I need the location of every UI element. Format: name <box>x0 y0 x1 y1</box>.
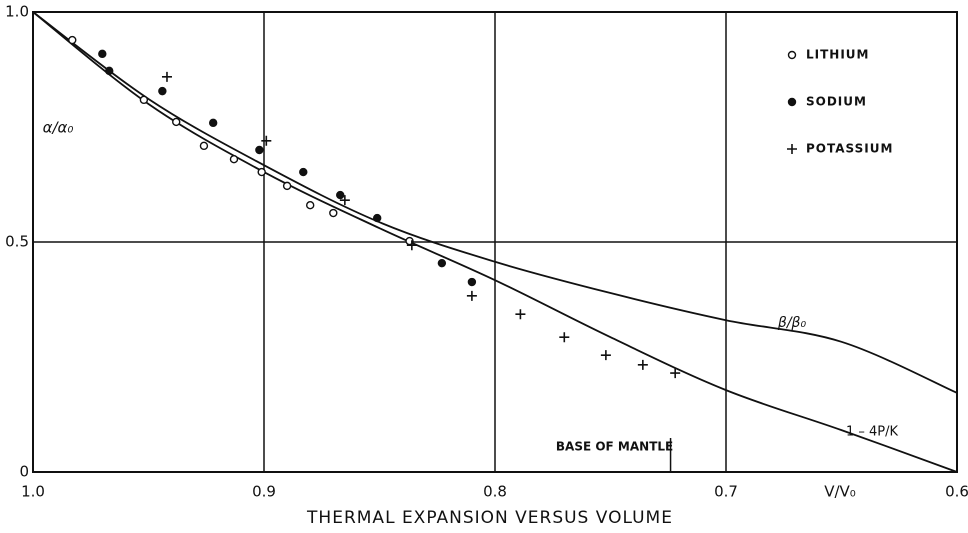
data-point <box>255 145 264 155</box>
curve <box>32 11 958 394</box>
chart-title: THERMAL EXPANSION VERSUS VOLUME <box>306 508 673 528</box>
curve-label: β/β₀ <box>777 315 807 331</box>
data-point <box>261 135 272 146</box>
data-point <box>282 181 292 191</box>
data-point <box>68 35 77 45</box>
data-point <box>336 190 345 200</box>
data-point <box>600 350 611 361</box>
data-point <box>329 208 338 218</box>
y-tick-label: 0 <box>19 463 29 481</box>
data-point <box>467 277 477 287</box>
data-point <box>372 213 382 223</box>
data-point <box>559 332 570 343</box>
data-point <box>257 167 266 177</box>
data-point <box>172 117 181 127</box>
data-point <box>406 240 417 251</box>
legend-label: LITHIUM <box>806 48 870 62</box>
curve-label: 1 – 4P/K <box>846 425 899 440</box>
data-point <box>229 154 239 164</box>
data-point <box>437 258 447 268</box>
x-tick-label: 0.7 <box>714 483 738 501</box>
data-point <box>105 66 114 76</box>
legend-label: POTASSIUM <box>806 142 893 156</box>
data-point <box>306 200 315 210</box>
data-point <box>139 95 149 105</box>
data-point <box>158 86 167 96</box>
legend-marker <box>787 97 797 107</box>
x-axis-label: V/V₀ <box>824 483 856 501</box>
y-tick-label: 1.0 <box>5 3 29 21</box>
annotation-text: BASE OF MANTLE <box>556 440 673 454</box>
data-point <box>466 290 477 301</box>
data-point <box>339 195 350 206</box>
legend-marker <box>787 50 797 60</box>
data-point <box>199 141 209 151</box>
y-tick-label: 0.5 <box>5 233 29 251</box>
data-point <box>98 49 107 59</box>
x-tick-label: 0.6 <box>945 483 968 501</box>
data-point <box>208 118 218 128</box>
x-tick-label: 1.0 <box>21 483 45 501</box>
legend-label: SODIUM <box>806 95 867 109</box>
data-point <box>299 167 308 177</box>
x-tick-label: 0.9 <box>252 483 276 501</box>
data-point <box>637 359 648 370</box>
data-point <box>161 71 172 82</box>
x-tick-label: 0.8 <box>483 483 507 501</box>
legend-marker <box>787 144 797 154</box>
y-axis-label: α/α₀ <box>43 119 74 137</box>
data-point <box>515 309 526 320</box>
data-point <box>670 368 681 379</box>
